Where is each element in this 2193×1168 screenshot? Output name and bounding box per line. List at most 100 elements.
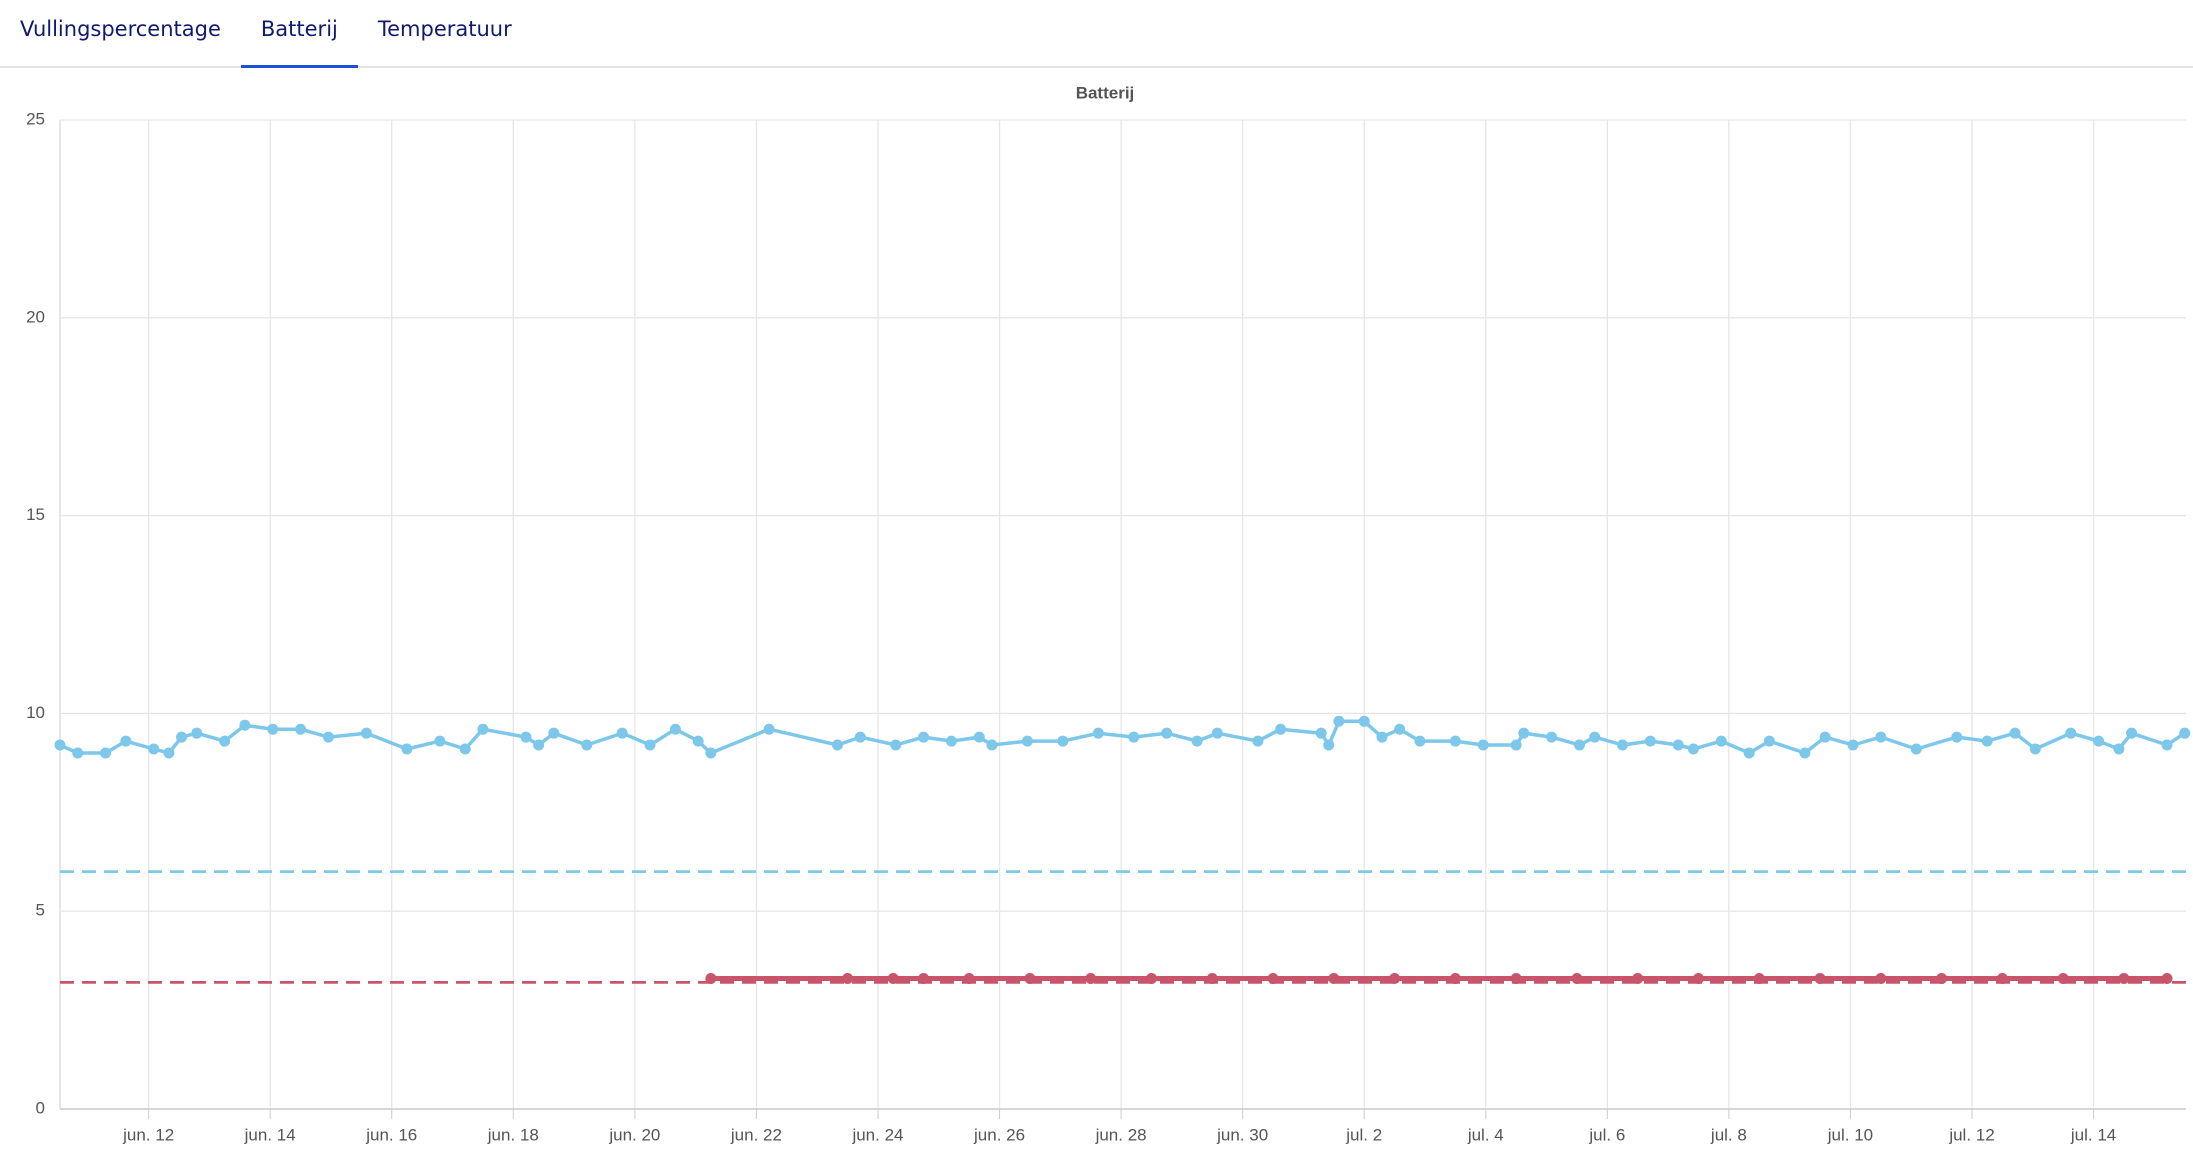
x-tick-label: jun. 16 — [365, 1125, 417, 1144]
x-tick-label: jun. 26 — [973, 1125, 1025, 1144]
point — [1617, 739, 1629, 751]
point — [1449, 735, 1461, 747]
point — [890, 739, 902, 751]
point — [842, 972, 854, 984]
tab[interactable]: Batterij — [240, 0, 358, 68]
x-tick-label: jun. 30 — [1216, 1125, 1268, 1144]
point — [1414, 735, 1426, 747]
point — [1753, 972, 1765, 984]
point — [163, 747, 175, 759]
x-tick-label: jul. 4 — [1467, 1125, 1504, 1144]
point — [1510, 972, 1522, 984]
y-tick-label: 20 — [26, 307, 45, 326]
tab[interactable]: Temperatuur — [377, 17, 512, 41]
point — [1206, 972, 1218, 984]
point — [918, 972, 930, 984]
point — [705, 972, 717, 984]
point — [72, 747, 84, 759]
point — [2118, 972, 2130, 984]
point — [945, 735, 957, 747]
x-tick-label: jul. 8 — [1710, 1125, 1747, 1144]
x-tick-label: jun. 22 — [730, 1125, 782, 1144]
point — [1389, 972, 1401, 984]
point — [520, 731, 532, 743]
point — [581, 739, 593, 751]
point — [1211, 727, 1223, 739]
point — [1315, 727, 1327, 739]
point — [1632, 972, 1644, 984]
point — [1128, 731, 1140, 743]
point — [434, 735, 446, 747]
y-tick-label: 25 — [26, 109, 45, 128]
point — [963, 972, 975, 984]
point — [1687, 743, 1699, 755]
point — [148, 743, 160, 755]
point — [1693, 972, 1705, 984]
point — [1252, 735, 1264, 747]
point — [1743, 747, 1755, 759]
x-tick-label: jun. 20 — [608, 1125, 660, 1144]
x-tick-label: jul. 2 — [1345, 1125, 1382, 1144]
x-tick-label: jun. 14 — [244, 1125, 296, 1144]
point — [1715, 735, 1727, 747]
point — [477, 723, 489, 735]
point — [1875, 972, 1887, 984]
x-tick-label: jul. 12 — [1948, 1125, 1994, 1144]
point — [120, 735, 132, 747]
point — [1358, 715, 1370, 727]
point — [1376, 731, 1388, 743]
point — [669, 723, 681, 735]
tab-bar: Vullingspercentage Batterij Temperatuur — [0, 0, 2193, 68]
point — [918, 731, 930, 743]
point — [2161, 739, 2173, 751]
point — [54, 739, 66, 751]
point — [2161, 972, 2173, 984]
point — [401, 743, 413, 755]
point — [176, 731, 188, 743]
point — [1875, 731, 1887, 743]
point — [1763, 735, 1775, 747]
y-tick-label: 0 — [36, 1098, 45, 1117]
point — [2009, 727, 2021, 739]
point — [1847, 739, 1859, 751]
point — [1981, 735, 1993, 747]
tab[interactable]: Vullingspercentage — [20, 17, 221, 41]
point — [100, 747, 112, 759]
point — [1644, 735, 1656, 747]
point — [533, 739, 545, 751]
point — [1161, 727, 1173, 739]
point — [1546, 731, 1558, 743]
point — [705, 747, 717, 759]
point — [1518, 727, 1530, 739]
point — [1267, 972, 1279, 984]
point — [1819, 731, 1831, 743]
point — [1672, 739, 1684, 751]
x-tick-label: jun. 18 — [487, 1125, 539, 1144]
point — [973, 731, 985, 743]
point — [1085, 972, 1097, 984]
x-tick-label: jul. 10 — [1827, 1125, 1873, 1144]
point — [2179, 727, 2191, 739]
y-tick-label: 5 — [36, 901, 45, 920]
point — [239, 719, 251, 731]
point — [2057, 972, 2069, 984]
point — [887, 972, 899, 984]
x-tick-label: jul. 6 — [1588, 1125, 1625, 1144]
point — [1021, 735, 1033, 747]
point — [1092, 727, 1104, 739]
point — [692, 735, 704, 747]
point — [295, 723, 307, 735]
point — [1145, 972, 1157, 984]
point — [1814, 972, 1826, 984]
point — [2126, 727, 2138, 739]
point — [1477, 739, 1489, 751]
point — [1394, 723, 1406, 735]
point — [1333, 715, 1345, 727]
point — [1510, 739, 1522, 751]
x-tick-label: jun. 12 — [122, 1125, 174, 1144]
point — [644, 739, 656, 751]
point — [548, 727, 560, 739]
point — [1936, 972, 1948, 984]
series-line — [59, 719, 2186, 755]
point — [459, 743, 471, 755]
